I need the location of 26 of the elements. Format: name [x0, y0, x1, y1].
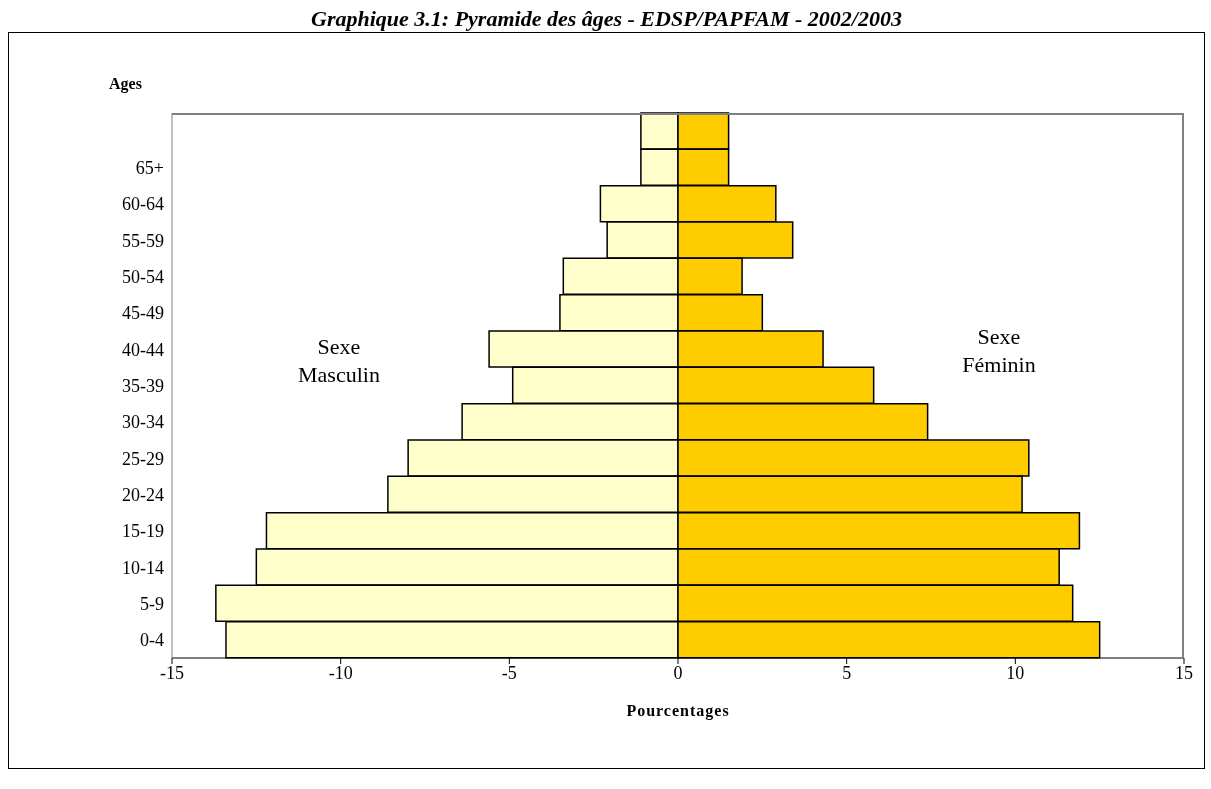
y-tick-label: 55-59: [122, 230, 164, 251]
x-tick-label: -10: [328, 662, 353, 683]
text: Sexe Masculin: [297, 333, 381, 389]
x-axis-title: Pourcentages: [625, 702, 731, 720]
x-tick-label: -15: [160, 662, 184, 683]
x-tick-label: 0: [673, 662, 683, 683]
x-tick-label: 5: [842, 662, 852, 683]
y-tick-label: 10-14: [122, 557, 164, 578]
y-tick-label: 45-49: [122, 303, 164, 324]
y-tick-label: 65+: [135, 157, 164, 178]
y-axis-title: Ages: [109, 75, 142, 93]
series-label: Sexe Féminin: [961, 323, 1037, 379]
y-tick-label: 25-29: [122, 448, 164, 469]
y-tick-label: 20-24: [122, 484, 164, 505]
x-tick-label: 10: [1006, 662, 1025, 683]
y-tick-label: 0-4: [140, 630, 164, 651]
x-tick-label: 15: [1175, 662, 1193, 683]
y-tick-label: 40-44: [122, 339, 164, 360]
x-tick-label: -5: [501, 662, 517, 683]
y-tick-label: 15-19: [122, 521, 164, 542]
y-tick-label: 5-9: [140, 593, 164, 614]
y-tick-label: 35-39: [122, 375, 164, 396]
y-tick-label: 60-64: [122, 194, 164, 215]
chart-title: Graphique 3.1: Pyramide des âges - EDSP/PAPFAM - 2002/2003: [310, 6, 903, 32]
y-tick-label: 50-54: [122, 266, 164, 287]
y-tick-label: 30-34: [122, 412, 164, 433]
